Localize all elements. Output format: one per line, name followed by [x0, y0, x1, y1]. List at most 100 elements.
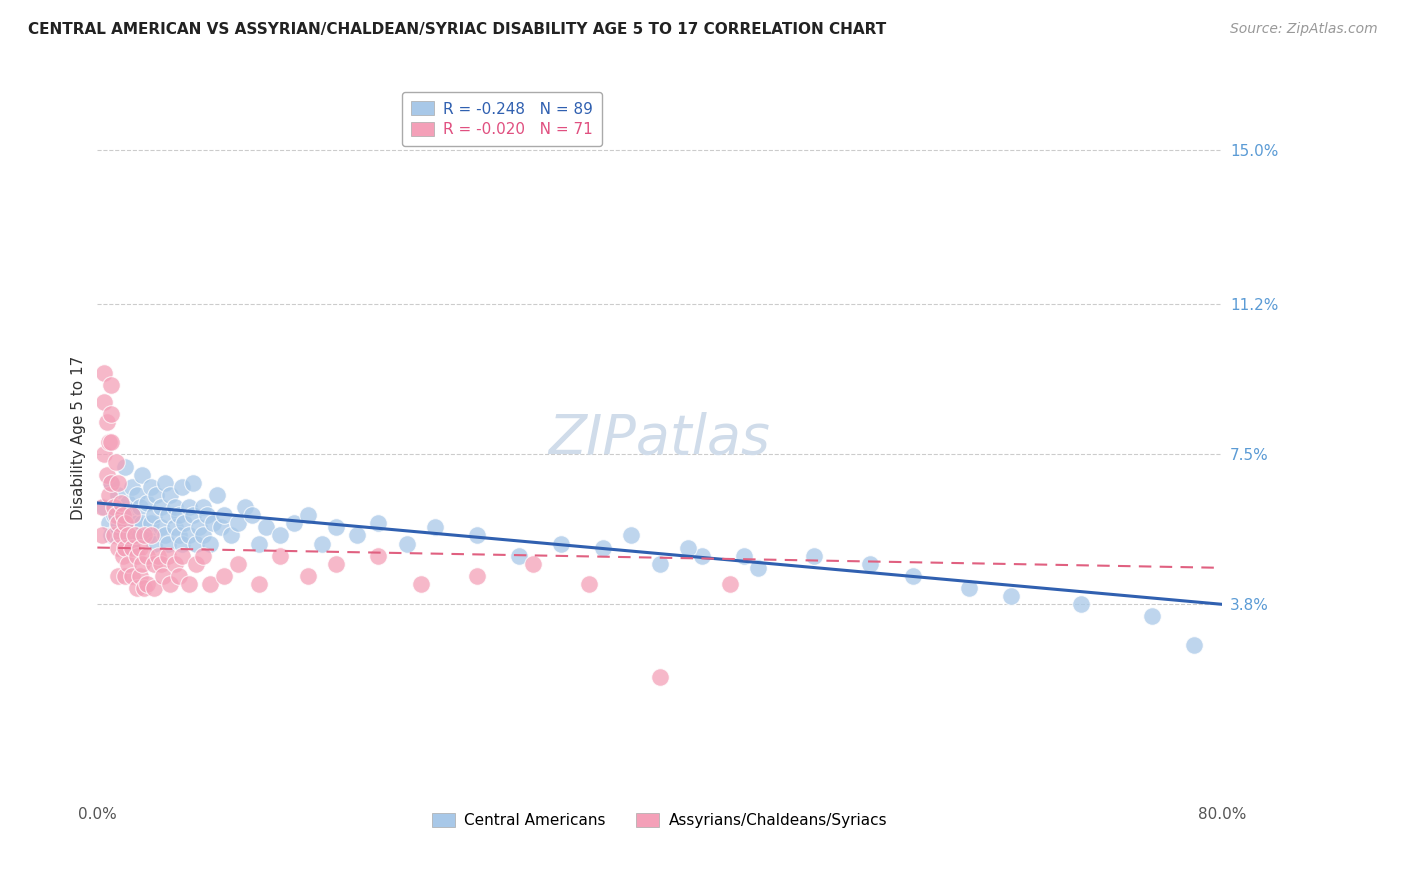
Point: [177, 528, 200, 542]
Point: [170, 536, 193, 550]
Point: [159, 488, 181, 502]
Point: [97, 488, 120, 502]
Point: [128, 541, 150, 555]
Point: [114, 516, 136, 531]
Point: [145, 488, 167, 502]
Point: [149, 500, 172, 514]
Point: [163, 520, 186, 534]
Point: [254, 520, 277, 534]
Point: [107, 569, 129, 583]
Point: [107, 475, 129, 490]
Point: [1000, 589, 1022, 603]
Point: [121, 541, 143, 555]
Point: [128, 528, 150, 542]
Point: [111, 508, 134, 523]
Point: [125, 549, 148, 563]
Point: [578, 577, 600, 591]
Point: [620, 528, 643, 542]
Point: [803, 549, 825, 563]
Point: [93, 500, 115, 514]
Point: [191, 528, 214, 542]
Point: [592, 541, 614, 555]
Point: [205, 488, 228, 502]
Legend: Central Americans, Assyrians/Chaldeans/Syriacs: Central Americans, Assyrians/Chaldeans/S…: [426, 807, 893, 835]
Point: [93, 394, 115, 409]
Point: [142, 536, 165, 550]
Point: [177, 577, 200, 591]
Point: [240, 508, 263, 523]
Point: [1182, 638, 1205, 652]
Point: [187, 520, 209, 534]
Point: [132, 528, 155, 542]
Point: [100, 407, 122, 421]
Point: [247, 536, 270, 550]
Text: Source: ZipAtlas.com: Source: ZipAtlas.com: [1230, 22, 1378, 37]
Point: [247, 577, 270, 591]
Point: [367, 549, 389, 563]
Point: [90, 500, 112, 514]
Point: [311, 536, 333, 550]
Point: [110, 496, 132, 510]
Point: [676, 541, 699, 555]
Point: [219, 528, 242, 542]
Point: [367, 516, 389, 531]
Point: [153, 528, 176, 542]
Point: [212, 508, 235, 523]
Point: [124, 528, 146, 542]
Point: [325, 557, 347, 571]
Point: [465, 569, 488, 583]
Point: [114, 516, 136, 531]
Point: [409, 577, 432, 591]
Point: [117, 496, 139, 510]
Point: [128, 500, 150, 514]
Point: [297, 569, 319, 583]
Point: [114, 459, 136, 474]
Point: [114, 569, 136, 583]
Point: [198, 577, 221, 591]
Point: [114, 541, 136, 555]
Point: [269, 528, 291, 542]
Point: [96, 467, 118, 482]
Point: [191, 500, 214, 514]
Point: [117, 528, 139, 542]
Point: [198, 536, 221, 550]
Point: [1070, 597, 1092, 611]
Point: [107, 488, 129, 502]
Point: [346, 528, 368, 542]
Point: [957, 581, 980, 595]
Point: [718, 577, 741, 591]
Point: [269, 549, 291, 563]
Point: [139, 528, 162, 542]
Point: [131, 467, 153, 482]
Point: [131, 557, 153, 571]
Point: [149, 557, 172, 571]
Point: [111, 549, 134, 563]
Point: [139, 480, 162, 494]
Point: [132, 581, 155, 595]
Point: [423, 520, 446, 534]
Point: [167, 569, 190, 583]
Point: [111, 500, 134, 514]
Point: [107, 520, 129, 534]
Point: [110, 528, 132, 542]
Point: [297, 508, 319, 523]
Point: [104, 455, 127, 469]
Point: [283, 516, 305, 531]
Point: [201, 516, 224, 531]
Point: [184, 536, 207, 550]
Point: [177, 500, 200, 514]
Point: [121, 508, 143, 523]
Point: [395, 536, 418, 550]
Point: [149, 520, 172, 534]
Point: [121, 569, 143, 583]
Point: [128, 569, 150, 583]
Point: [153, 475, 176, 490]
Point: [181, 508, 204, 523]
Point: [522, 557, 544, 571]
Point: [103, 528, 125, 542]
Text: CENTRAL AMERICAN VS ASSYRIAN/CHALDEAN/SYRIAC DISABILITY AGE 5 TO 17 CORRELATION : CENTRAL AMERICAN VS ASSYRIAN/CHALDEAN/SY…: [28, 22, 886, 37]
Point: [135, 528, 157, 542]
Point: [125, 516, 148, 531]
Point: [100, 378, 122, 392]
Point: [173, 516, 195, 531]
